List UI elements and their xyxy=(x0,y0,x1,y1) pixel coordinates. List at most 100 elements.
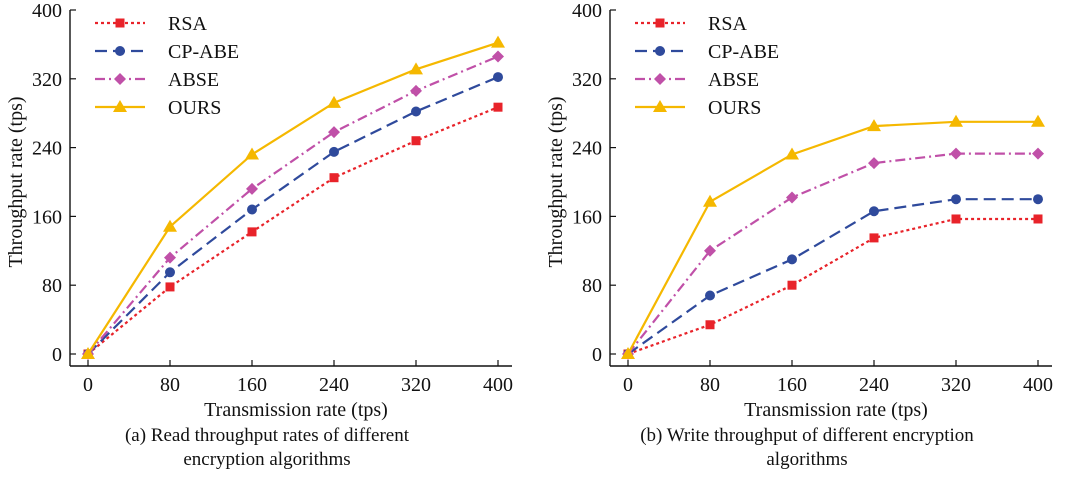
chart-b-point-ours xyxy=(621,347,635,359)
chart-a-xtick-label: 400 xyxy=(483,374,513,396)
chart-b-point-cp-abe xyxy=(1033,194,1043,205)
chart-b-xtick-label: 0 xyxy=(623,374,633,396)
chart-b-svg: 0 80 160 240 320 400 0 80 160 240 320 400 Transmissi… xyxy=(545,0,1053,421)
chart-a-point-cp-abe xyxy=(247,204,257,215)
chart-a-legend-marker-abse xyxy=(114,73,126,85)
chart-a-legend-marker-rsa xyxy=(115,18,125,28)
chart-a-ytick-label: 400 xyxy=(32,0,62,22)
chart-a-series-ours xyxy=(81,35,505,359)
chart-b-point-cp-abe xyxy=(951,194,961,205)
chart-a-point-cp-abe xyxy=(165,267,175,278)
chart-a-legend-label-abse: ABSE xyxy=(168,69,219,91)
chart-a-legend-marker-ours xyxy=(113,100,127,112)
chart-a-legend-label-rsa: RSA xyxy=(168,13,207,35)
chart-b-point-abse xyxy=(950,147,962,160)
chart-a-line-cp-abe xyxy=(87,76,499,355)
chart-a-series-rsa xyxy=(83,102,503,359)
chart-b-point-abse xyxy=(704,244,716,257)
chart-b-point-ours xyxy=(867,119,881,132)
chart-b-xtick-label: 320 xyxy=(941,374,971,396)
chart-b-point-rsa xyxy=(1033,214,1043,224)
chart-b-legend-marker-ours xyxy=(653,100,667,112)
chart-a-point-abse xyxy=(328,126,340,139)
chart-b-caption: (b) Write throughput of different encryp… xyxy=(640,425,974,470)
chart-a-line-rsa xyxy=(87,106,499,355)
chart-b-legend-label-ours: OURS xyxy=(708,97,761,119)
chart-a-point-rsa xyxy=(165,282,175,292)
chart-b-point-rsa xyxy=(869,233,879,243)
chart-b-legend-label-cp-abe: CP-ABE xyxy=(708,41,779,63)
chart-a-xtick-label: 0 xyxy=(83,374,93,396)
chart-a-ytick-label: 0 xyxy=(52,344,62,366)
chart-b-point-ours xyxy=(1031,114,1045,127)
chart-b-line-rsa xyxy=(627,217,1038,356)
chart-a-point-ours xyxy=(327,95,341,108)
chart-b-point-rsa xyxy=(951,214,961,224)
chart-a-ylabel: Throughput rate (tps) xyxy=(5,96,27,267)
chart-a-caption: (a) Read throughput rates of different e… xyxy=(124,425,410,470)
chart-b-ytick-label: 160 xyxy=(572,206,602,228)
chart-b-point-abse xyxy=(1032,147,1044,160)
chart-b-legend-label-rsa: RSA xyxy=(708,13,747,35)
chart-b-legend-marker-abse xyxy=(654,73,666,85)
chart-a-svg: 0 80 160 240 320 400 0 80 160 240 320 400 Transmissi… xyxy=(5,0,513,421)
chart-a-ytick-label: 240 xyxy=(32,138,62,160)
chart-a-point-ours xyxy=(81,347,95,359)
chart-b-point-abse xyxy=(786,191,798,204)
chart-a-ytick-label: 160 xyxy=(32,206,62,228)
chart-a-legend-label-cp-abe: CP-ABE xyxy=(168,41,239,63)
chart-b-point-cp-abe xyxy=(869,206,879,217)
chart-a-point-cp-abe xyxy=(329,146,339,157)
chart-b-xlabel: Transmission rate (tps) xyxy=(744,399,928,421)
chart-a-point-ours xyxy=(245,147,259,160)
chart-b-ytick-label: 0 xyxy=(592,344,602,366)
chart-b-ylabel: Throughput rate (tps) xyxy=(545,96,567,267)
chart-b-point-rsa xyxy=(705,320,715,330)
chart-a-legend-label-ours: OURS xyxy=(168,97,221,119)
chart-a-ytick-label: 80 xyxy=(42,275,62,297)
chart-panel-b: 0 80 160 240 320 400 0 80 160 240 320 400 Transmissi… xyxy=(540,0,1069,479)
chart-a-line-abse xyxy=(87,55,499,355)
chart-a-point-ours xyxy=(409,62,423,75)
chart-a-legend-marker-cp-abe xyxy=(115,46,125,56)
chart-a-point-abse xyxy=(492,50,504,63)
chart-a-point-ours xyxy=(163,219,177,232)
chart-panel-a: 0 80 160 240 320 400 0 80 160 240 320 400 Transmissi… xyxy=(0,0,534,479)
chart-a-xtick-label: 240 xyxy=(319,374,349,396)
chart-a-point-abse xyxy=(246,182,258,195)
chart-b-line-abse xyxy=(627,152,1038,355)
chart-b-point-abse xyxy=(868,157,880,170)
chart-b-legend-marker-cp-abe xyxy=(655,46,665,56)
chart-a-line-ours xyxy=(87,41,499,355)
chart-a-ytick-label: 320 xyxy=(32,69,62,91)
chart-b-xtick-label: 240 xyxy=(859,374,889,396)
chart-b-point-ours xyxy=(785,147,799,160)
chart-b-series-cp-abe xyxy=(623,194,1043,359)
chart-b-series-abse xyxy=(622,147,1044,360)
chart-a-xtick-label: 320 xyxy=(401,374,431,396)
chart-b-ytick-label: 320 xyxy=(572,69,602,91)
chart-b-legend-label-abse: ABSE xyxy=(708,69,759,91)
chart-b-xtick-label: 80 xyxy=(700,374,720,396)
chart-a-xlabel: Transmission rate (tps) xyxy=(204,399,388,421)
chart-a-point-cp-abe xyxy=(493,72,503,83)
chart-b-point-ours xyxy=(949,114,963,127)
chart-a-series-cp-abe xyxy=(83,72,503,359)
chart-b-point-ours xyxy=(703,194,717,207)
chart-b-point-cp-abe xyxy=(787,254,797,265)
chart-a-point-rsa xyxy=(411,136,421,146)
chart-b-ytick-label: 80 xyxy=(582,275,602,297)
chart-a-xtick-label: 80 xyxy=(160,374,180,396)
chart-b-line-ours xyxy=(627,120,1038,355)
chart-b-point-rsa xyxy=(787,280,797,290)
chart-a-point-rsa xyxy=(329,173,339,183)
chart-a-point-ours xyxy=(491,35,505,48)
chart-b-series-ours xyxy=(621,114,1045,359)
chart-b-legend-marker-rsa xyxy=(655,18,665,28)
chart-a-point-abse xyxy=(410,84,422,97)
chart-b-point-cp-abe xyxy=(705,290,715,301)
chart-b-ytick-label: 400 xyxy=(572,0,602,22)
chart-a-point-abse xyxy=(164,251,176,264)
chart-a-point-rsa xyxy=(493,102,503,112)
chart-a-point-cp-abe xyxy=(411,106,421,117)
